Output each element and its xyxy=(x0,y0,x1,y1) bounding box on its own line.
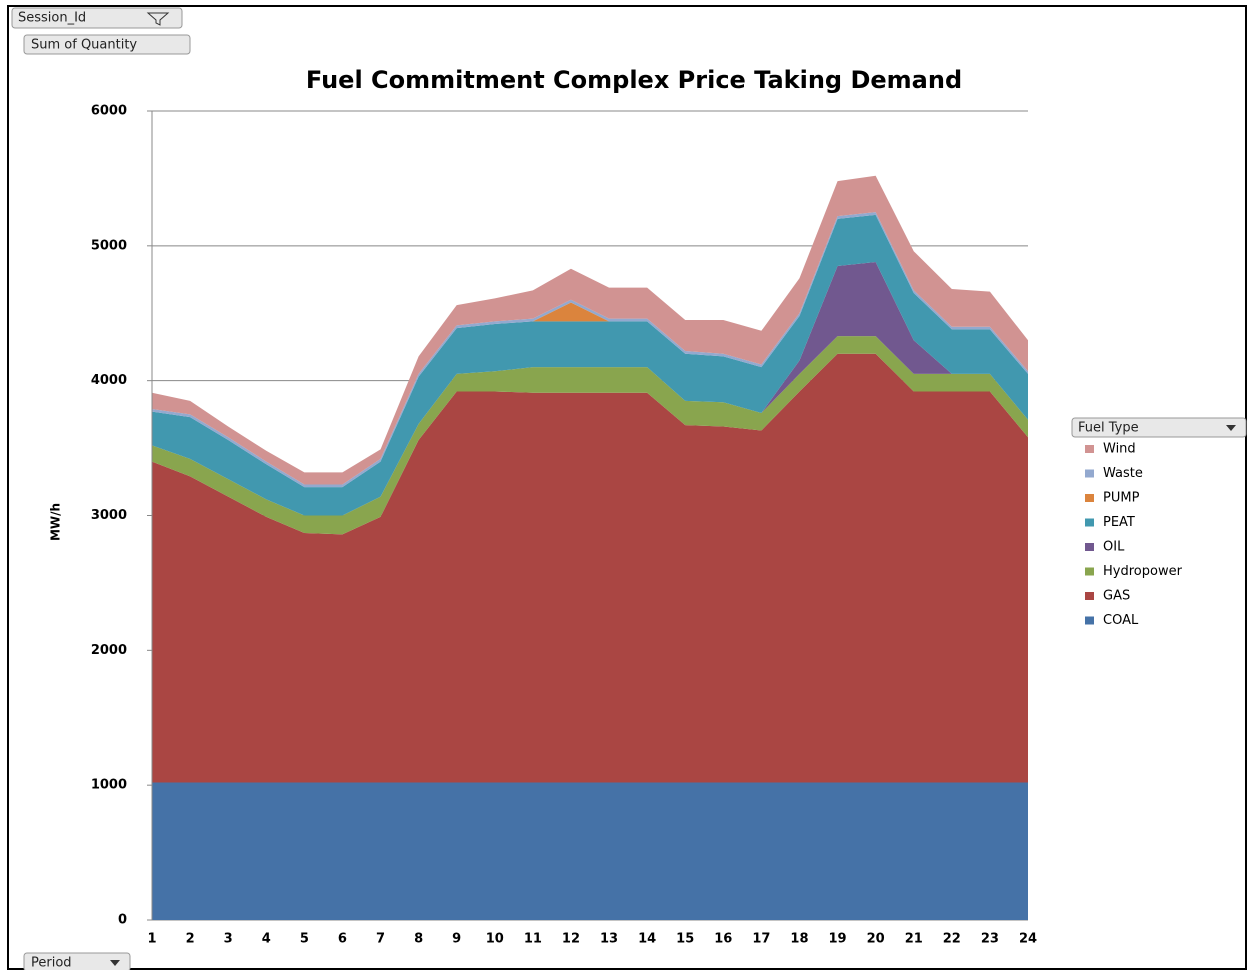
legend-swatch xyxy=(1085,592,1094,600)
x-tick-label: 7 xyxy=(376,932,385,947)
x-tick-label: 8 xyxy=(414,932,423,947)
x-tick-label: 4 xyxy=(262,932,271,947)
y-tick-label: 3000 xyxy=(91,508,127,523)
legend-swatch xyxy=(1085,494,1094,502)
x-tick-label: 16 xyxy=(714,932,732,947)
button-bg xyxy=(11,7,183,29)
x-tick-label: 18 xyxy=(790,932,808,947)
y-tick-label: 6000 xyxy=(91,104,127,119)
area-hydropower xyxy=(152,336,1028,535)
session-filter-button[interactable]: Session_Id xyxy=(11,7,183,29)
x-tick-label: 13 xyxy=(600,932,618,947)
measure-button[interactable]: Sum of Quantity xyxy=(23,34,191,55)
legend-swatch xyxy=(1085,616,1094,625)
legend-swatch xyxy=(1085,469,1094,478)
legend-label: Waste xyxy=(1103,466,1143,481)
x-tick-label: 3 xyxy=(224,932,233,947)
legend-label: PUMP xyxy=(1103,491,1140,506)
button-bg xyxy=(23,952,131,970)
filter-icon xyxy=(146,12,170,26)
x-tick-label: 22 xyxy=(943,932,961,947)
area-peat xyxy=(152,214,1028,516)
dropdown-icon xyxy=(1226,425,1236,431)
x-tick-label: 11 xyxy=(524,932,542,947)
x-tick-label: 23 xyxy=(981,932,999,947)
legend-label: OIL xyxy=(1103,540,1125,555)
x-tick-label: 14 xyxy=(638,932,656,947)
x-tick-label: 10 xyxy=(486,932,504,947)
x-tick-label: 21 xyxy=(905,932,923,947)
x-tick-label: 15 xyxy=(676,932,694,947)
y-tick-label: 1000 xyxy=(91,778,127,793)
legend-label: COAL xyxy=(1103,613,1139,628)
x-tick-label: 6 xyxy=(338,932,347,947)
x-tick-label: 12 xyxy=(562,932,580,947)
x-tick-label: 24 xyxy=(1019,932,1037,947)
x-tick-label: 20 xyxy=(867,932,885,947)
legend-swatch xyxy=(1085,445,1094,453)
button-label: Fuel Type xyxy=(1078,421,1139,436)
period-button[interactable]: Period xyxy=(23,952,131,970)
legend-button[interactable]: Fuel Type xyxy=(1071,417,1247,438)
y-tick-label: 5000 xyxy=(91,238,127,253)
legend-label: PEAT xyxy=(1103,515,1135,530)
legend-swatch xyxy=(1085,567,1094,576)
button-bg xyxy=(23,34,191,55)
x-tick-label: 19 xyxy=(829,932,847,947)
button-label: Period xyxy=(31,956,72,970)
x-tick-label: 5 xyxy=(300,932,309,947)
button-bg xyxy=(1071,417,1247,438)
dropdown-icon xyxy=(110,960,120,966)
legend-swatch xyxy=(1085,518,1094,527)
y-tick-label: 4000 xyxy=(91,373,127,388)
area-gas xyxy=(152,353,1028,783)
button-label: Sum of Quantity xyxy=(31,38,137,53)
y-tick-label: 0 xyxy=(118,913,127,928)
y-axis-label: MW/h xyxy=(49,503,63,541)
x-tick-label: 17 xyxy=(752,932,770,947)
legend-label: Wind xyxy=(1103,442,1136,457)
x-tick-label: 9 xyxy=(452,932,461,947)
area-coal xyxy=(152,782,1028,920)
chart-title: Fuel Commitment Complex Price Taking Dem… xyxy=(306,66,962,94)
y-tick-label: 2000 xyxy=(91,643,127,658)
button-label: Session_Id xyxy=(18,11,86,26)
x-tick-label: 1 xyxy=(147,932,156,947)
legend-label: GAS xyxy=(1103,589,1130,604)
legend-swatch xyxy=(1085,543,1094,551)
legend-label: Hydropower xyxy=(1103,564,1183,579)
x-tick-label: 2 xyxy=(186,932,195,947)
chart-frame xyxy=(7,5,1247,970)
